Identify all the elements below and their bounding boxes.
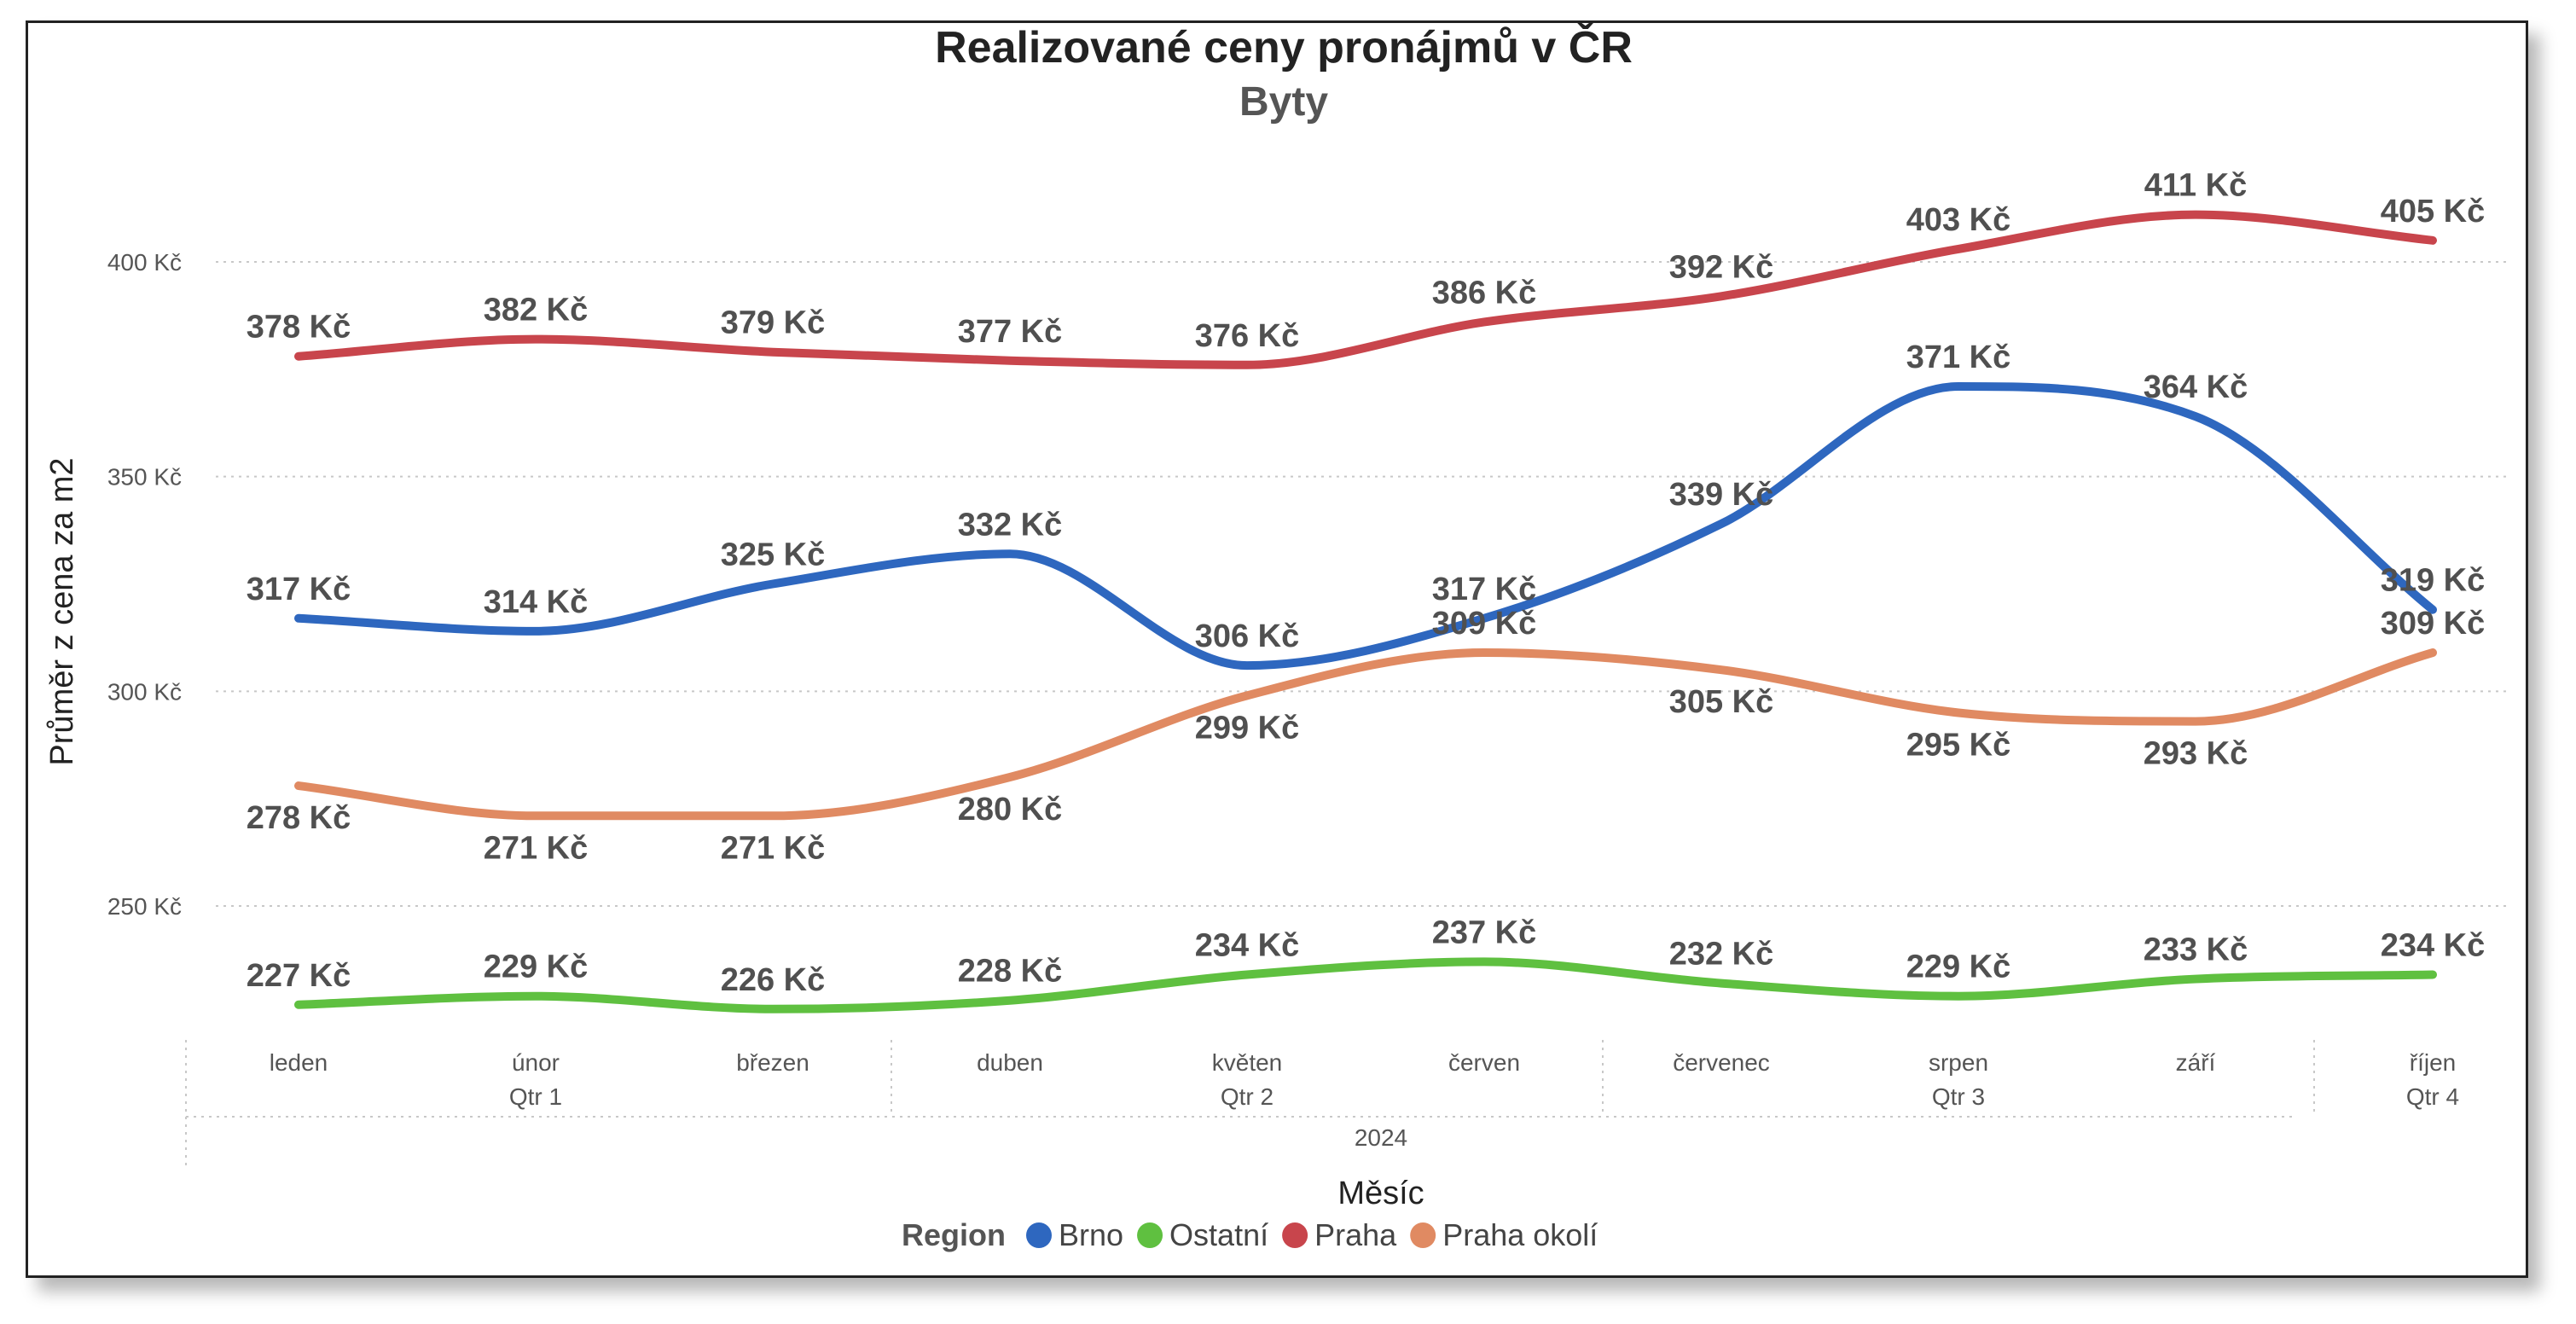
data-label-praha-okolí: 305 Kč [1669,684,1774,720]
x-tick-label: září [2176,1049,2216,1076]
data-label-brno: 306 Kč [1195,618,1300,654]
legend-entry-brno: Brno [1059,1217,1123,1252]
x-tick-label: červenec [1673,1049,1770,1076]
legend-entry-praha-okolí: Praha okolí [1442,1217,1598,1252]
quarter-label: Qtr 3 [1932,1083,1985,1110]
data-label-brno: 314 Kč [484,584,589,620]
y-axis-ticks: 250 Kč 300 Kč 350 Kč 400 Kč [107,249,182,920]
line-chart: Realizované ceny pronájmů v ČR Byty 250 … [44,23,2510,1252]
quarter-label: Qtr 1 [509,1083,562,1110]
data-label-ostatní: 233 Kč [2144,932,2248,968]
data-label-praha: 392 Kč [1669,249,1774,285]
chart-title: Realizované ceny pronájmů v ČR [935,23,1633,73]
legend-title: Region [902,1217,1006,1252]
y-tick-label: 300 Kč [107,678,182,705]
data-label-praha-okolí: 271 Kč [484,830,589,866]
data-label-ostatní: 229 Kč [1906,949,2011,985]
data-label-brno: 317 Kč [1432,572,1537,607]
y-tick-label: 350 Kč [107,464,182,491]
data-label-brno: 317 Kč [247,572,351,607]
series-lines [294,210,2437,1013]
data-label-brno: 332 Kč [958,507,1063,543]
legend-marker-ostatní [1137,1222,1163,1248]
y-tick-label: 400 Kč [107,249,182,276]
data-label-praha-okolí: 309 Kč [1432,606,1537,642]
legend-marker-brno [1026,1222,1052,1248]
chart-subtitle: Byty [1239,79,1328,125]
x-axis-year: 2024 [1355,1124,1407,1151]
data-label-praha: 378 Kč [247,310,351,346]
series-line-ostatní [294,957,2437,1013]
data-label-praha: 405 Kč [2381,194,2486,229]
data-label-praha-okolí: 299 Kč [1195,710,1300,746]
data-label-brno: 325 Kč [721,537,826,573]
data-label-praha-okolí: 271 Kč [721,830,826,866]
gridlines [216,261,2510,907]
x-tick-label: říjen [2410,1049,2456,1076]
data-label-praha-okolí: 278 Kč [247,800,351,836]
y-axis-title: Průměr z cena za m2 [44,457,80,765]
x-tick-label: únor [512,1049,560,1076]
legend-marker-praha-okolí [1410,1222,1436,1248]
quarter-label: Qtr 2 [1221,1083,1273,1110]
chart-card: Realizované ceny pronájmů v ČR Byty 250 … [26,20,2528,1278]
series-line-praha [294,210,2437,369]
x-tick-label: duben [977,1049,1043,1076]
x-tick-label: červen [1448,1049,1520,1076]
data-label-praha: 376 Kč [1195,318,1300,354]
x-tick-label: březen [736,1049,809,1076]
data-label-brno: 364 Kč [2144,369,2248,405]
x-axis-title: Měsíc [1337,1176,1424,1211]
data-label-praha: 403 Kč [1906,202,2011,238]
data-label-ostatní: 237 Kč [1432,915,1537,950]
data-label-brno: 319 Kč [2381,563,2486,599]
data-label-ostatní: 234 Kč [2381,928,2486,964]
data-label-praha: 386 Kč [1432,275,1537,311]
x-tick-label: květen [1212,1049,1283,1076]
data-label-praha-okolí: 295 Kč [1906,728,2011,764]
data-label-praha: 382 Kč [484,293,589,328]
legend-marker-praha [1282,1222,1308,1248]
data-label-praha: 377 Kč [958,314,1063,350]
x-axis: leden únor březen duben květen červen červenec… [185,1040,2459,1170]
data-label-ostatní: 234 Kč [1195,928,1300,964]
data-label-ostatní: 227 Kč [247,958,351,994]
y-tick-label: 250 Kč [107,893,182,920]
data-label-brno: 339 Kč [1669,477,1774,513]
series-line-praha-okolí [294,648,2437,821]
legend-entry-praha: Praha [1314,1217,1397,1252]
x-tick-label: srpen [1929,1049,1988,1076]
data-label-ostatní: 226 Kč [721,962,826,998]
legend-entry-ostatní: Ostatní [1169,1217,1268,1252]
data-label-praha: 411 Kč [2144,168,2247,204]
legend: Region Brno Ostatní Praha Praha okolí [902,1217,1598,1252]
data-label-praha-okolí: 280 Kč [958,792,1063,828]
data-label-ostatní: 229 Kč [484,949,589,985]
series-line-brno [294,381,2437,671]
data-label-ostatní: 228 Kč [958,954,1063,990]
data-labels: 317 Kč 314 Kč 325 Kč 332 Kč 306 Kč 317 Kč 339 … [247,168,2486,998]
data-label-praha-okolí: 293 Kč [2144,736,2248,772]
data-label-brno: 371 Kč [1906,340,2011,375]
data-label-ostatní: 232 Kč [1669,937,1774,973]
data-label-praha: 379 Kč [721,305,826,341]
data-label-praha-okolí: 309 Kč [2381,606,2486,642]
x-tick-label: leden [270,1049,328,1076]
quarter-label: Qtr 4 [2406,1083,2459,1110]
